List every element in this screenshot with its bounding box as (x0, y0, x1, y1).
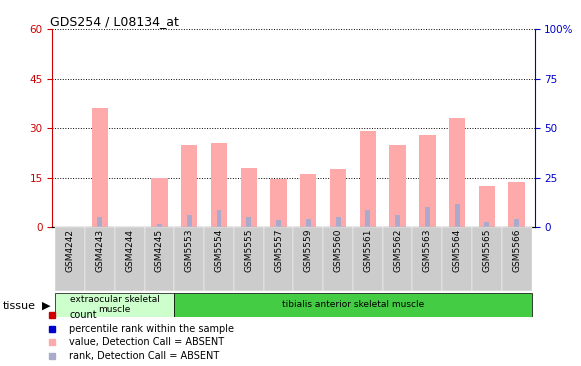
Text: GSM5559: GSM5559 (304, 229, 313, 272)
Bar (502, 227, 532, 291)
Text: GSM5553: GSM5553 (185, 229, 193, 272)
Text: rank, Detection Call = ABSENT: rank, Detection Call = ABSENT (70, 351, 220, 361)
Bar (330, 169, 346, 227)
Text: ▶: ▶ (42, 300, 51, 311)
Text: GSM5560: GSM5560 (333, 229, 343, 272)
Bar (508, 182, 525, 227)
Text: GSM5562: GSM5562 (393, 229, 402, 272)
Bar (217, 210, 221, 227)
Bar (442, 227, 472, 291)
Bar (145, 227, 174, 291)
Bar (85, 227, 115, 291)
Bar (241, 168, 257, 227)
Bar (181, 145, 198, 227)
Bar (449, 118, 465, 227)
Bar (264, 227, 293, 291)
Text: tibialis anterior skeletal muscle: tibialis anterior skeletal muscle (282, 300, 424, 309)
Bar (389, 145, 406, 227)
Bar (174, 227, 204, 291)
Bar (353, 227, 383, 291)
Text: extraocular skeletal
muscle: extraocular skeletal muscle (70, 295, 160, 314)
Bar (413, 227, 442, 291)
Text: GSM4244: GSM4244 (125, 229, 134, 272)
Bar (336, 217, 340, 227)
Text: percentile rank within the sample: percentile rank within the sample (70, 324, 235, 333)
Text: value, Detection Call = ABSENT: value, Detection Call = ABSENT (70, 337, 225, 347)
Text: GSM5555: GSM5555 (244, 229, 253, 272)
Bar (204, 227, 234, 291)
Text: GSM5565: GSM5565 (482, 229, 492, 272)
Text: GSM4242: GSM4242 (66, 229, 74, 272)
Bar (157, 224, 162, 227)
Bar (472, 227, 502, 291)
Bar (270, 179, 286, 227)
Bar (360, 131, 376, 227)
Bar (98, 217, 102, 227)
Bar (246, 217, 251, 227)
Text: GSM5557: GSM5557 (274, 229, 283, 272)
Text: GDS254 / L08134_at: GDS254 / L08134_at (50, 15, 179, 28)
Text: count: count (70, 310, 97, 320)
Bar (485, 222, 489, 227)
Bar (234, 227, 264, 291)
Text: GSM4243: GSM4243 (95, 229, 105, 272)
Bar (514, 219, 519, 227)
Bar (479, 186, 495, 227)
Text: GSM4245: GSM4245 (155, 229, 164, 272)
Bar (293, 227, 323, 291)
Bar (211, 143, 227, 227)
Bar (55, 227, 85, 291)
Bar (425, 207, 430, 227)
Bar (151, 178, 168, 227)
Bar (174, 293, 532, 317)
Bar (55, 293, 174, 317)
Bar (187, 215, 192, 227)
Text: GSM5566: GSM5566 (512, 229, 521, 272)
Text: GSM5561: GSM5561 (363, 229, 372, 272)
Text: GSM5554: GSM5554 (214, 229, 224, 272)
Bar (276, 220, 281, 227)
Bar (383, 227, 413, 291)
Bar (455, 204, 460, 227)
Text: tissue: tissue (3, 300, 36, 311)
Bar (323, 227, 353, 291)
Bar (306, 219, 311, 227)
Bar (115, 227, 145, 291)
Bar (92, 108, 108, 227)
Bar (419, 135, 436, 227)
Bar (300, 174, 317, 227)
Bar (395, 215, 400, 227)
Text: GSM5563: GSM5563 (423, 229, 432, 272)
Bar (365, 210, 370, 227)
Text: GSM5564: GSM5564 (453, 229, 462, 272)
